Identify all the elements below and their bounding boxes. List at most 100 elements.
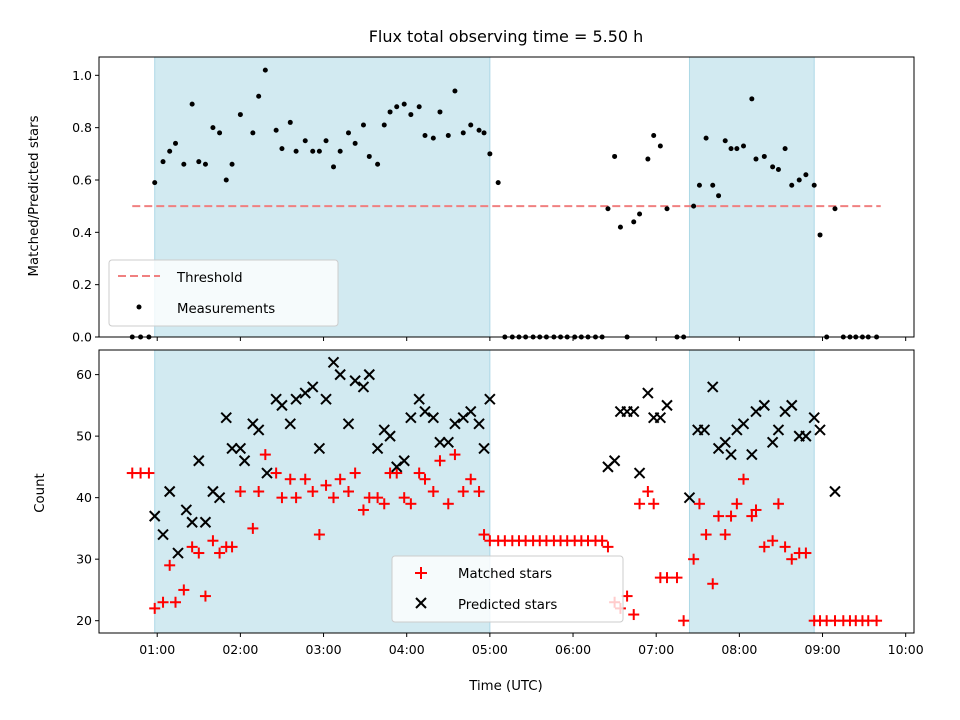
y-tick-label: 0.6 bbox=[72, 172, 92, 187]
measurement-point bbox=[293, 148, 299, 154]
predicted-star-point bbox=[220, 411, 232, 424]
matched-star-point bbox=[596, 535, 608, 547]
matched-star-point bbox=[391, 467, 403, 479]
matched-star-point bbox=[320, 479, 332, 491]
predicted-star-point bbox=[484, 393, 496, 405]
matched-star-point bbox=[342, 486, 354, 497]
matched-star-point bbox=[738, 473, 750, 485]
y-tick-label: 0.4 bbox=[72, 225, 92, 240]
matched-stars-legend-label: Matched stars bbox=[458, 567, 552, 582]
matched-star-point bbox=[700, 529, 712, 541]
matched-star-point bbox=[758, 541, 770, 553]
measurement-point bbox=[710, 182, 716, 188]
predicted-star-point bbox=[226, 442, 238, 455]
top-y-ticks: 0.0 0.2 0.4 0.6 0.8 1.0 bbox=[72, 68, 99, 345]
top-panel: Flux total observing time = 5.50 h 0.00.… bbox=[27, 27, 915, 345]
matched-star-point bbox=[634, 498, 646, 510]
predicted-star-point bbox=[737, 418, 750, 430]
predicted-star-point bbox=[363, 368, 375, 381]
measurement-point bbox=[422, 133, 428, 139]
measurement-point bbox=[696, 182, 702, 188]
predicted-star-point bbox=[683, 491, 696, 504]
bottom-shaded-regions bbox=[154, 350, 815, 633]
matched-star-point bbox=[419, 473, 431, 485]
predicted-star-point bbox=[829, 485, 841, 498]
predicted-star-point bbox=[398, 455, 410, 467]
predicted-star-point bbox=[725, 448, 737, 461]
measurement-point bbox=[770, 164, 776, 170]
predicted-star-point bbox=[284, 418, 296, 430]
matched-star-point bbox=[157, 596, 169, 608]
predicted-star-point bbox=[172, 547, 184, 559]
y-tick-label: 0.0 bbox=[72, 330, 92, 345]
bottom-y-ticks: 20 30 40 50 60 bbox=[76, 367, 99, 628]
matched-star-point bbox=[193, 547, 205, 559]
measurement-point bbox=[803, 172, 809, 178]
measurement-point bbox=[173, 140, 179, 146]
measurement-point bbox=[256, 93, 262, 99]
measurement-point bbox=[445, 133, 451, 139]
predicted-star-point bbox=[213, 491, 226, 504]
y-tick-label: 50 bbox=[76, 429, 92, 444]
matched-star-point bbox=[688, 553, 700, 565]
predicted-star-point bbox=[252, 424, 265, 436]
matched-star-point bbox=[207, 535, 219, 547]
measurement-point bbox=[310, 148, 316, 154]
top-legend-box bbox=[108, 259, 339, 327]
predicted-star-point bbox=[633, 467, 646, 479]
predicted-star-point bbox=[261, 467, 273, 479]
predicted-star-point bbox=[608, 455, 621, 467]
measurement-point bbox=[337, 148, 343, 154]
bottom-y-axis-label: Count bbox=[33, 473, 48, 513]
predicted-star-point bbox=[654, 411, 667, 424]
measurement-point bbox=[645, 156, 651, 162]
matched-star-point bbox=[750, 504, 762, 516]
predicted-star-point bbox=[149, 510, 161, 522]
matched-star-point bbox=[779, 541, 791, 553]
measurement-point bbox=[728, 146, 734, 152]
predicted-star-point bbox=[334, 368, 346, 381]
measurement-point bbox=[657, 143, 663, 149]
predicted-star-point bbox=[199, 516, 212, 528]
measurement-point bbox=[832, 206, 838, 212]
matched-star-point bbox=[284, 473, 296, 485]
matched-star-point bbox=[671, 572, 683, 584]
measurement-point bbox=[460, 130, 466, 136]
y-tick-label: 30 bbox=[76, 552, 92, 567]
x-tick-label: 02:00 bbox=[222, 642, 258, 657]
bottom-legend: Matched stars Predicted stars bbox=[391, 555, 624, 623]
matched-star-point bbox=[226, 541, 238, 553]
measurement-point bbox=[302, 138, 308, 144]
matched-star-point bbox=[648, 498, 660, 510]
measurement-point bbox=[181, 161, 187, 167]
matched-star-point bbox=[170, 596, 182, 608]
predicted-star-point bbox=[800, 430, 812, 442]
x-tick-label: 06:00 bbox=[555, 642, 591, 657]
matched-star-point bbox=[427, 486, 439, 497]
measurement-point bbox=[651, 133, 657, 139]
predicted-star-point bbox=[449, 418, 461, 430]
bottom-panel: 20 30 40 50 60 01:00 02:00 03:00 04:00 05:00 06:0… bbox=[33, 349, 924, 694]
measurement-point bbox=[789, 182, 795, 188]
matched-star-point bbox=[313, 529, 325, 541]
x-axis-label: Time (UTC) bbox=[468, 679, 543, 694]
measurement-point bbox=[279, 146, 285, 152]
predicted-star-point bbox=[750, 405, 762, 418]
threshold-legend-label: Threshold bbox=[176, 271, 243, 286]
predicted-stars-legend-label: Predicted stars bbox=[458, 598, 557, 613]
predicted-star-point bbox=[186, 516, 198, 528]
matched-star-point bbox=[299, 473, 311, 485]
measurement-point bbox=[401, 101, 407, 107]
top-plot-frame bbox=[98, 56, 915, 338]
measurement-point bbox=[250, 130, 256, 136]
matched-star-point bbox=[628, 609, 640, 621]
matched-star-point bbox=[259, 449, 271, 461]
measurement-point bbox=[375, 161, 381, 167]
measurements-legend-swatch bbox=[136, 304, 142, 310]
measurement-point bbox=[796, 177, 802, 183]
matched-star-point bbox=[786, 553, 798, 565]
matched-star-point bbox=[214, 547, 226, 559]
predicted-star-point bbox=[342, 418, 355, 430]
predicted-star-point bbox=[766, 436, 779, 448]
matched-star-point bbox=[253, 486, 265, 497]
